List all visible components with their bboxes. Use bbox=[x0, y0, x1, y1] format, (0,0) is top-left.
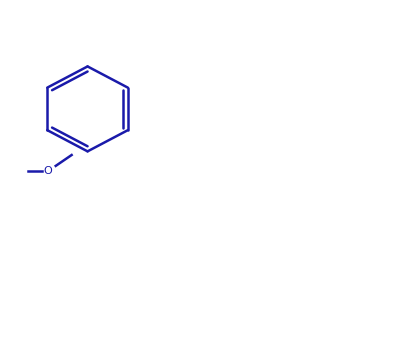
Text: O: O bbox=[43, 166, 52, 176]
